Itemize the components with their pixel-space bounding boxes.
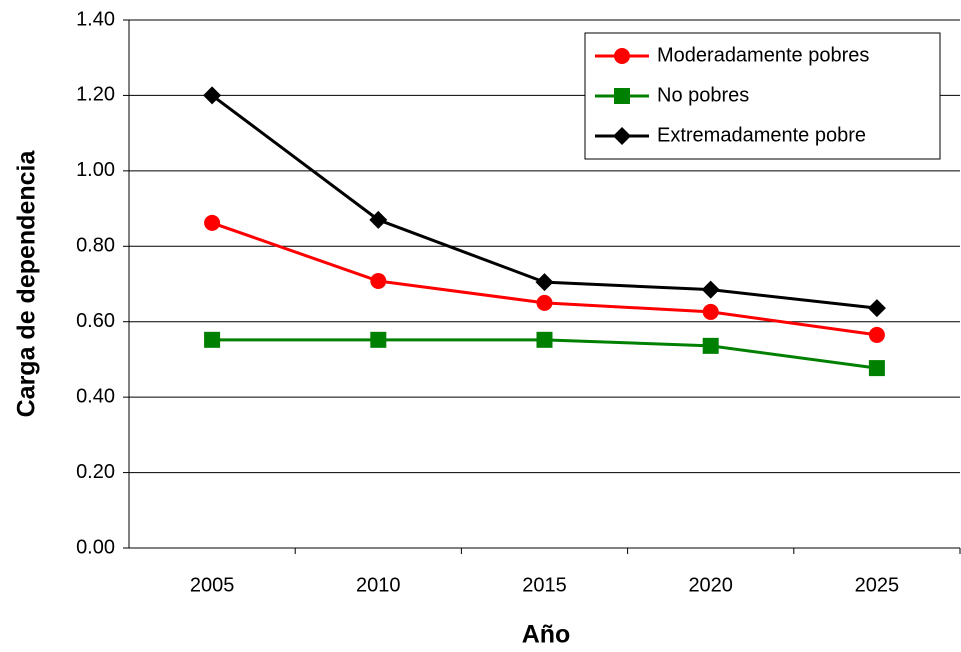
y-tick-label: 1.00: [76, 159, 115, 181]
x-tick-label: 2025: [855, 574, 900, 596]
legend-label: Moderadamente pobres: [657, 44, 869, 66]
x-axis-title: Año: [522, 621, 571, 649]
legend-label: No pobres: [657, 84, 749, 106]
y-tick-label: 0.00: [76, 536, 115, 558]
marker: [203, 86, 222, 105]
marker: [370, 272, 387, 289]
marker: [867, 299, 886, 318]
marker: [370, 331, 387, 348]
marker: [701, 280, 720, 299]
marker: [204, 214, 221, 231]
marker: [614, 88, 630, 104]
marker: [702, 303, 719, 320]
legend-label: Extremadamente pobre: [657, 124, 866, 146]
y-tick-label: 0.80: [76, 235, 115, 257]
marker: [369, 210, 388, 229]
x-tick-label: 2020: [688, 574, 733, 596]
x-tick-label: 2015: [522, 574, 567, 596]
y-tick-label: 0.40: [76, 385, 115, 407]
marker: [536, 331, 553, 348]
y-tick-label: 0.20: [76, 461, 115, 483]
y-axis-title: Carga de dependencia: [13, 150, 41, 418]
marker: [868, 326, 885, 343]
y-tick-label: 1.20: [76, 84, 115, 106]
marker: [614, 48, 630, 64]
marker: [868, 360, 885, 377]
marker: [204, 331, 221, 348]
y-tick-label: 0.60: [76, 310, 115, 332]
marker: [535, 273, 554, 292]
marker: [702, 337, 719, 354]
marker: [613, 127, 631, 145]
x-tick-label: 2010: [356, 574, 401, 596]
marker: [536, 294, 553, 311]
x-tick-label: 2005: [190, 574, 235, 596]
y-tick-label: 1.40: [76, 8, 115, 30]
